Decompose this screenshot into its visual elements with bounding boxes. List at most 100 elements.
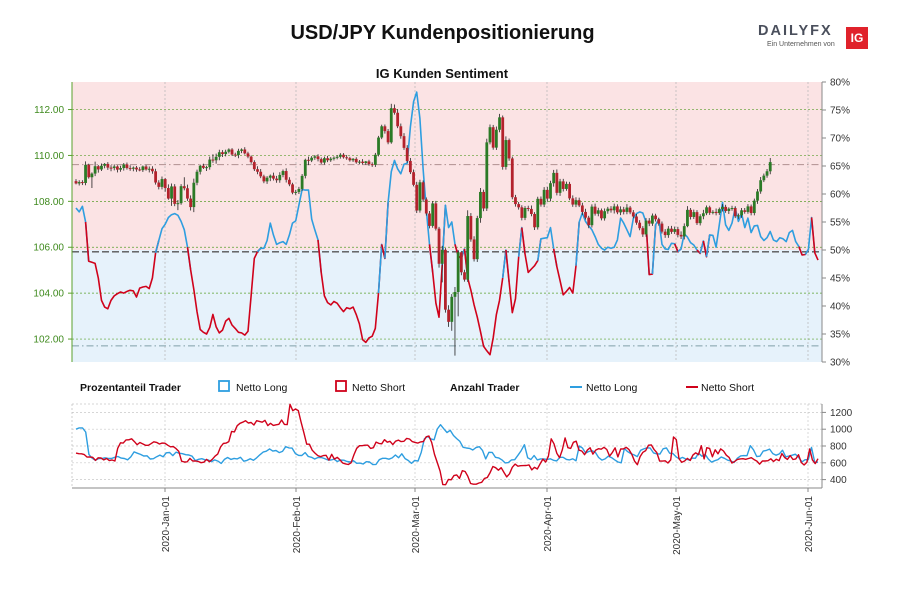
candle-body [746,206,750,212]
ig-logo-icon: IG [846,27,868,49]
candle-body [587,217,591,226]
right-tick-label: 80% [830,78,850,89]
candle-body [456,252,460,292]
right-tick-label: 35% [830,330,850,341]
candle-body [405,147,409,161]
candle-body [631,212,635,217]
candle-body [151,168,154,172]
candle-body [695,212,699,224]
candle-body [565,183,568,189]
candle-body [708,207,712,213]
lower-tick-label: 1200 [830,408,853,419]
candle-body [692,212,696,217]
candle-body [714,211,718,214]
candle-body [351,158,355,161]
candle-body [517,204,521,208]
candle-body [529,208,533,214]
candle-body [577,200,581,206]
candle-body [319,159,323,163]
candle-body [450,296,454,322]
candle-body [673,229,677,232]
candle-body [721,206,724,210]
net-long-pct-line [705,201,803,257]
x-tick-label: 2020-Jun-01 [804,496,815,553]
candle-body [434,203,438,229]
candle-body [287,179,291,185]
candle-body [135,167,138,170]
candle-body [399,126,403,137]
candle-body [408,160,412,173]
candle-body [609,208,613,211]
candle-body [233,154,237,156]
net-short-count-line [75,403,819,486]
candle-body [147,168,151,170]
candle-body [154,171,158,183]
candle-body [373,154,377,165]
x-tick-label: 2020-Feb-01 [292,496,303,554]
candle-body [179,186,183,204]
brand-name: DAILYFX [758,23,833,39]
candle-body [424,199,428,214]
candle-body [654,215,657,220]
candle-body [386,131,390,143]
candle-body [195,171,199,183]
candle-body [759,180,763,192]
candle-body [364,161,368,164]
candle-body [622,209,626,212]
candle-body [176,203,180,205]
candle-body [740,210,743,216]
candle-body [227,149,231,152]
candle-body [472,239,476,260]
candle-body [600,210,603,219]
candle-body [112,166,116,169]
candle-body [275,178,279,181]
candle-body [402,136,406,148]
candle-body [198,165,202,172]
x-tick-label: 2020-May-01 [672,496,683,555]
right-tick-label: 30% [830,358,850,369]
candle-body [322,158,326,163]
candle-body [498,117,501,130]
left-tick-label: 102.00 [33,335,64,346]
candle-body [644,220,648,235]
candle-body [307,159,310,161]
candle-body [628,207,632,213]
right-tick-label: 75% [830,106,850,117]
candle-body [574,200,578,205]
candle-body [606,208,610,212]
candle-body [491,127,495,148]
net-long-pct-line [677,233,701,254]
net-long-pct-line [651,218,679,275]
candle-body [689,209,693,217]
candle-body [310,157,314,161]
net-short-pct-line [463,248,507,356]
candle-body [211,159,215,161]
candle-body [482,191,486,209]
net-long-pct-line [384,91,434,273]
net-long-pct-line [154,212,192,270]
candle-body [670,228,673,232]
candle-body [768,162,772,172]
candle-body [580,205,584,212]
lower-tick-label: 400 [830,475,847,486]
chart-title: USD/JPY Kundenpositionierung [290,22,595,44]
candle-body [109,167,113,169]
candle-body [361,161,365,164]
legend-count-long-label: Netto Long [586,382,638,394]
left-tick-label: 112.00 [34,105,64,116]
candle-body [705,207,708,214]
candle-body [682,226,686,237]
candle-body [733,208,737,217]
candle-body [201,165,205,168]
candle-body [545,189,549,199]
candle-body [663,231,667,236]
candle-body [504,140,508,167]
legend-long-square-icon [218,380,230,392]
candle-body [348,158,352,161]
candle-body [221,152,224,155]
candle-body [87,164,91,178]
candle-body [205,167,208,169]
candle-body [370,164,374,166]
candle-body [698,216,702,224]
candle-body [593,206,597,214]
